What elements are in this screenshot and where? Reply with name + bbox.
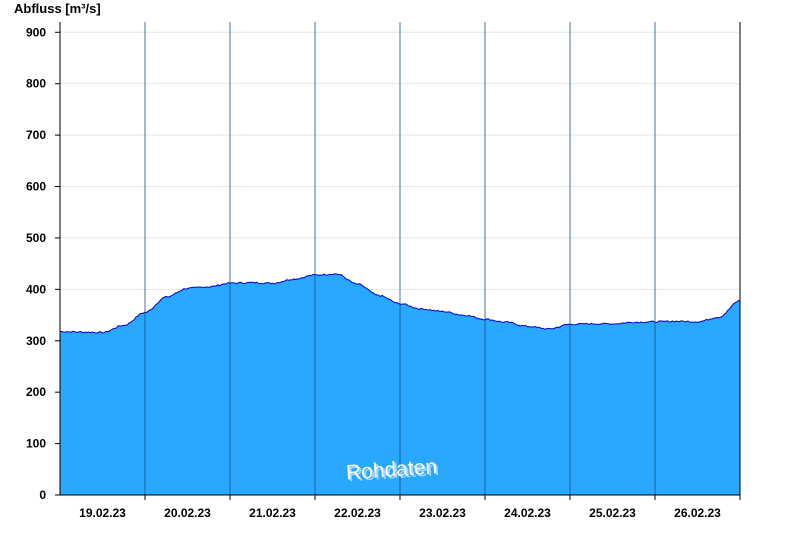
x-tick-label: 19.02.23	[79, 506, 126, 520]
y-tick-label: 700	[26, 128, 46, 142]
day-separators	[144, 22, 741, 495]
y-axis-title: Abfluss [m³/s]	[14, 1, 101, 16]
x-tick-label: 25.02.23	[589, 506, 636, 520]
x-axis-ticks: 19.02.23 20.02.23 21.02.23 22.02.23 23.02.23…	[79, 495, 741, 520]
y-tick-label: 800	[26, 77, 46, 91]
x-tick-label: 20.02.23	[164, 506, 211, 520]
y-axis-ticks: 0 100 200 300 400 500 600 700 800 900	[26, 25, 60, 502]
watermark-group: Rohdaten Rohdaten	[345, 455, 440, 486]
y-tick-label: 900	[26, 25, 46, 39]
y-tick-label: 200	[26, 385, 46, 399]
y-tick-label: 500	[26, 231, 46, 245]
x-tick-label: 21.02.23	[249, 506, 296, 520]
x-tick-label: 22.02.23	[334, 506, 381, 520]
y-tick-label: 600	[26, 180, 46, 194]
y-tick-label: 300	[26, 334, 46, 348]
x-tick-label: 23.02.23	[419, 506, 466, 520]
y-tick-label: 0	[39, 488, 46, 502]
y-tick-label: 100	[26, 437, 46, 451]
x-tick-label: 26.02.23	[674, 506, 721, 520]
x-tick-label: 24.02.23	[504, 506, 551, 520]
y-tick-label: 400	[26, 282, 46, 296]
